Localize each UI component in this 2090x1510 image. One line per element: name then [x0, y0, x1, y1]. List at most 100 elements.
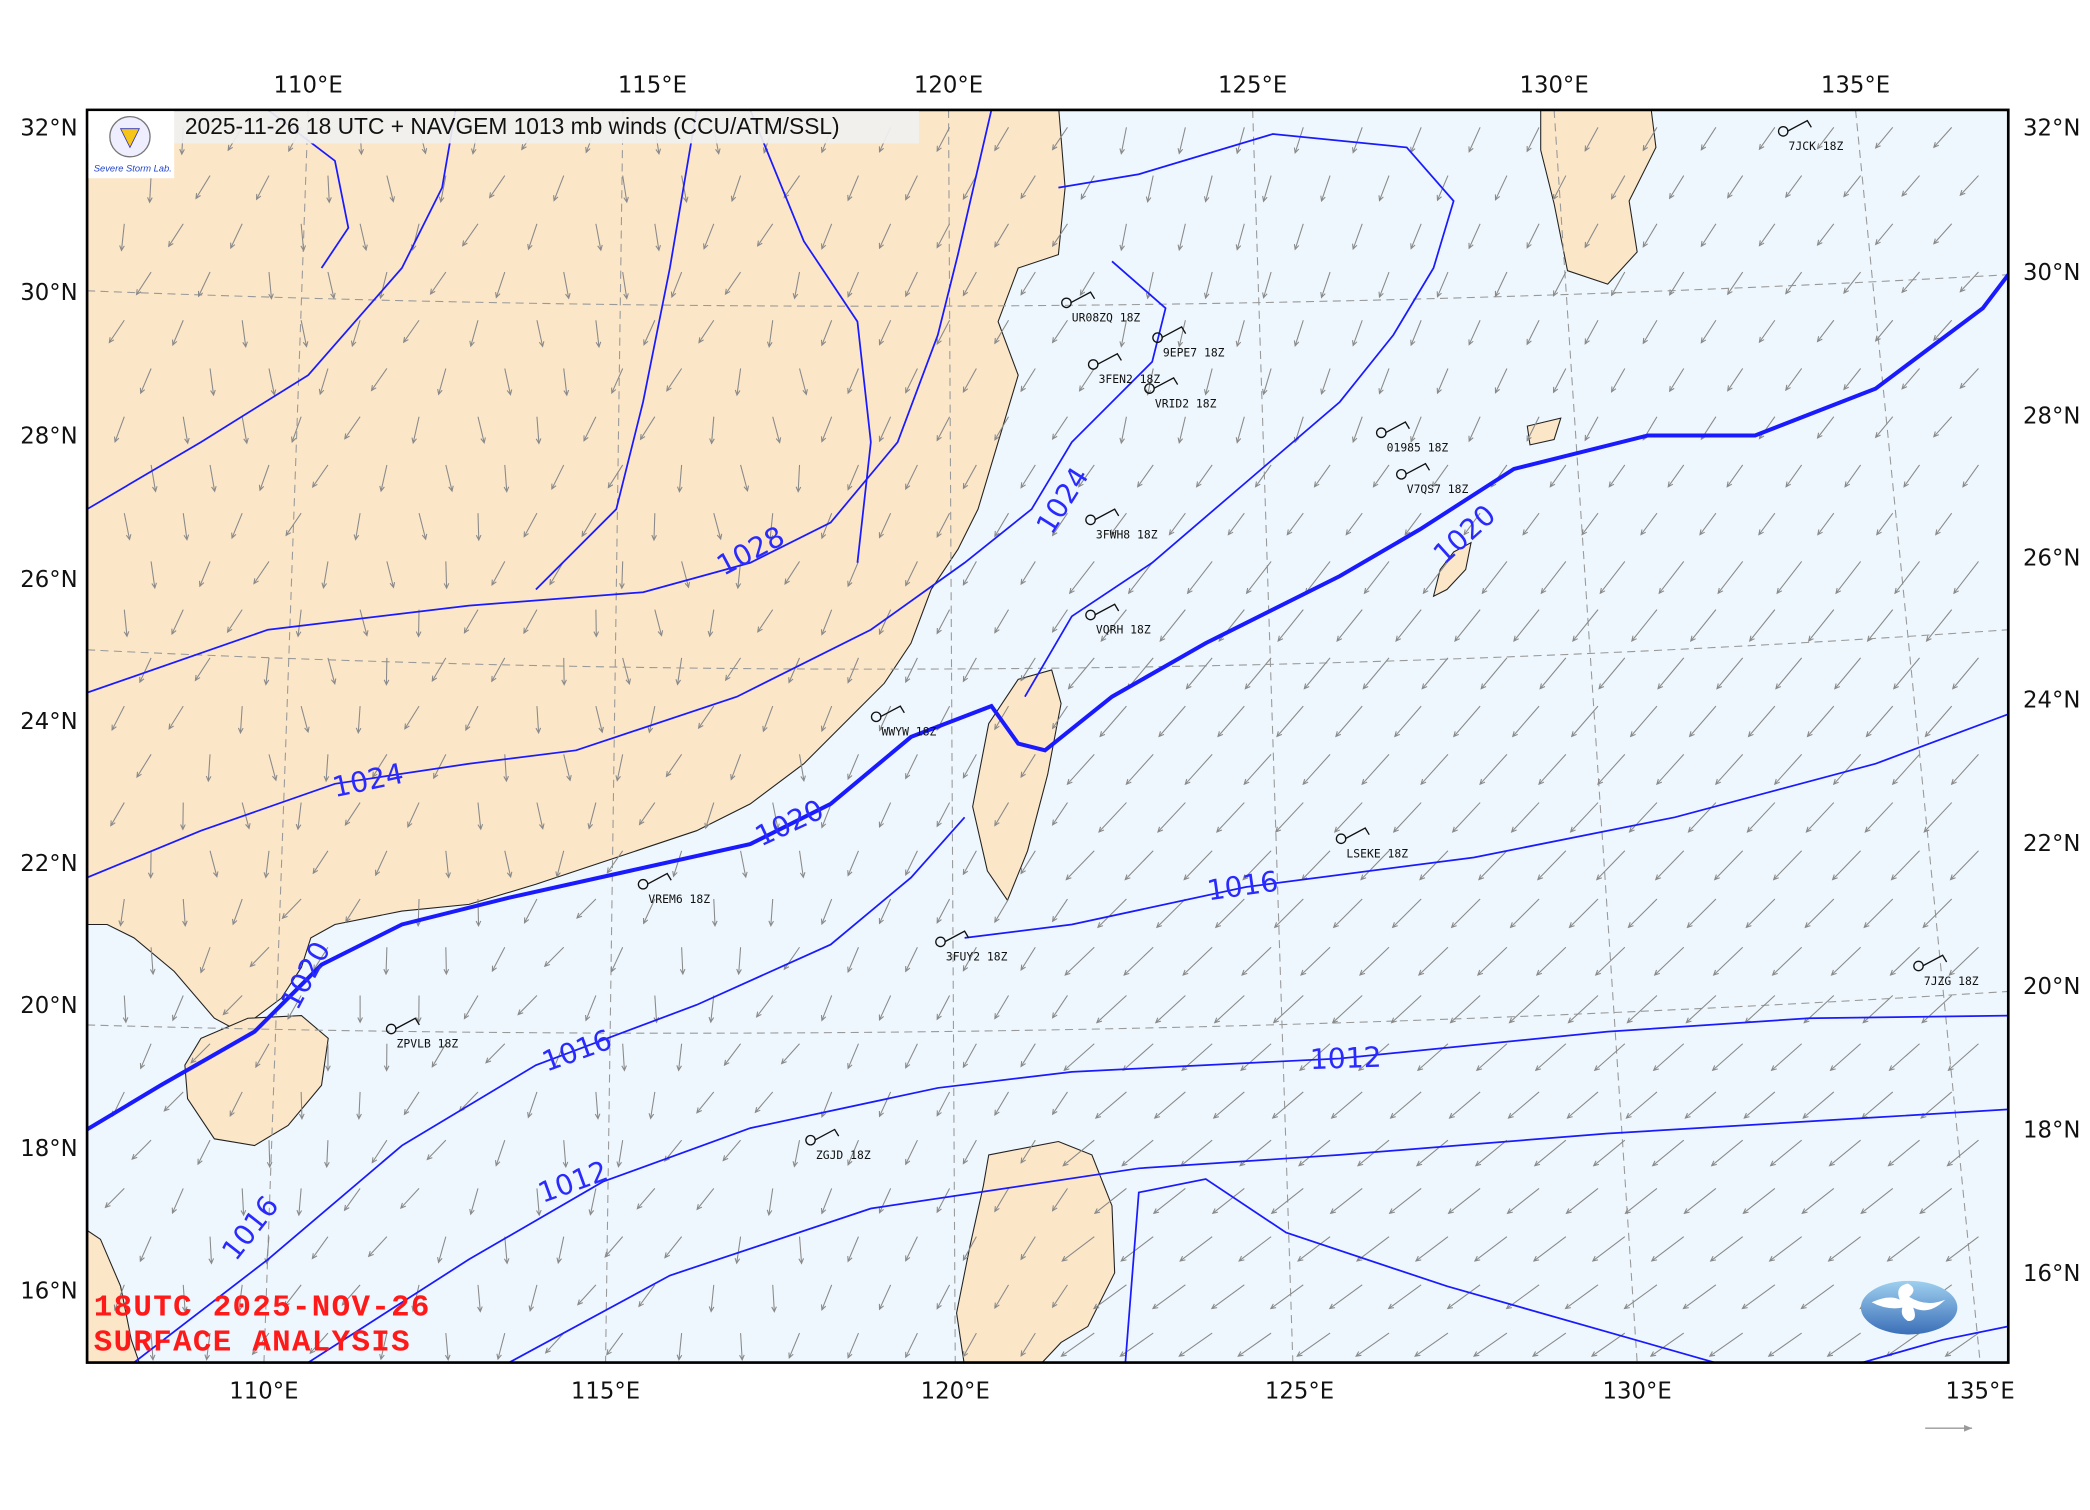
wind-arrow — [1923, 802, 1953, 833]
lat-label: 32°N — [2023, 115, 2080, 141]
wind-arrow — [1329, 1187, 1363, 1215]
wind-arrow — [561, 657, 567, 686]
wind-arrow — [1410, 416, 1422, 443]
wind-arrow — [399, 1188, 420, 1209]
wind-arrow — [755, 995, 774, 1018]
wind-arrow — [754, 1091, 774, 1114]
wind-arrow — [1513, 609, 1540, 642]
wind-arrow — [139, 657, 152, 684]
wind-arrow — [611, 368, 624, 395]
wind-arrow — [1657, 657, 1685, 690]
wind-arrow — [527, 223, 538, 251]
wind-arrow — [905, 175, 918, 201]
wind-arrow — [1658, 561, 1685, 595]
wind-arrow — [543, 946, 565, 968]
wind-arrow — [994, 995, 1009, 1020]
wind-arrow — [1773, 753, 1803, 786]
wind-arrow — [1610, 368, 1626, 393]
wind-arrow — [994, 223, 1009, 248]
wind-arrow — [1944, 1332, 1979, 1357]
wind-arrow — [588, 1188, 597, 1216]
wind-arrow — [536, 802, 545, 830]
wind-arrow — [443, 947, 450, 976]
lat-label: 30°N — [2023, 260, 2080, 286]
wind-arrow — [1080, 175, 1095, 201]
wind-arrow — [544, 1332, 565, 1354]
wind-arrow — [1804, 898, 1835, 929]
wind-arrow — [1450, 898, 1481, 929]
wind-arrow — [463, 995, 479, 1020]
wind-arrow — [1526, 416, 1540, 442]
wind-arrow — [1785, 175, 1803, 199]
wind-arrow — [241, 320, 248, 349]
wind-arrow — [523, 898, 538, 924]
wind-arrow — [1227, 512, 1245, 536]
wind-arrow — [1298, 1139, 1331, 1167]
wind-arrow — [255, 1043, 270, 1069]
wind-arrow — [251, 1332, 270, 1356]
wind-arrow — [198, 561, 211, 588]
wind-arrow — [300, 320, 309, 348]
wind-arrow — [703, 223, 715, 250]
wind-arrow — [1593, 1043, 1626, 1072]
wind-arrow — [1475, 1043, 1508, 1072]
wind-arrow — [1683, 1187, 1717, 1215]
wind-arrow — [1352, 320, 1363, 347]
wind-arrow — [723, 1043, 742, 1067]
wind-arrow — [878, 705, 892, 732]
wind-arrow — [379, 464, 388, 493]
wind-arrow — [204, 1333, 211, 1361]
wind-arrow — [1623, 1284, 1658, 1310]
wind-arrow — [1454, 609, 1481, 642]
wind-arrow — [1332, 898, 1363, 929]
wind-arrow — [788, 657, 801, 684]
wind-arrow — [402, 319, 420, 344]
station-plot: 3FUY2 18Z — [935, 930, 1008, 964]
wind-arrow — [1539, 657, 1567, 690]
lon-label: 110°E — [274, 72, 343, 98]
wind-arrow — [681, 561, 691, 589]
wind-arrow — [1389, 1091, 1422, 1119]
wind-arrow — [104, 1188, 125, 1209]
wind-arrow — [1121, 1139, 1154, 1167]
wind-arrow — [1686, 898, 1717, 929]
wind-arrow — [1404, 512, 1422, 536]
wind-arrow — [256, 175, 270, 201]
wind-arrow — [379, 1332, 388, 1361]
wind-arrow — [1066, 753, 1095, 786]
wind-arrow — [1746, 802, 1776, 833]
wind-arrow — [577, 1284, 597, 1306]
wind-arrow — [194, 657, 211, 682]
wind-arrow — [1682, 1284, 1717, 1310]
wind-arrow — [638, 1284, 656, 1308]
station-id: V7QS7 18Z — [1407, 482, 1469, 496]
wind-arrow — [1145, 175, 1154, 203]
wind-arrow — [1051, 705, 1068, 730]
wind-arrow — [670, 271, 683, 299]
wind-arrow — [1051, 898, 1068, 923]
wind-arrow — [232, 898, 243, 926]
wind-arrow — [1608, 464, 1626, 488]
wind-arrow — [1051, 416, 1068, 441]
wind-arrow — [300, 223, 306, 252]
wind-arrow — [1947, 1043, 1979, 1072]
wind-arrow — [1807, 609, 1835, 642]
wind-arrow — [411, 1284, 420, 1313]
wind-arrow — [1020, 754, 1036, 779]
station-id: VRID2 18Z — [1155, 396, 1217, 410]
wind-arrow — [1177, 127, 1186, 155]
wind-arrow — [1300, 946, 1331, 976]
lat-label: 22°N — [2023, 831, 2080, 857]
wind-arrow — [595, 320, 602, 349]
wind-arrow — [1832, 753, 1862, 786]
wind-arrow — [1237, 1332, 1272, 1357]
wind-arrow — [1700, 127, 1717, 151]
wind-arrow — [936, 609, 951, 635]
wind-arrow — [1625, 1091, 1658, 1119]
wind-arrow — [1410, 223, 1422, 250]
wind-arrow — [1901, 271, 1920, 294]
isobar-1024-ocean — [1024, 133, 1455, 698]
wind-arrow — [1656, 753, 1685, 786]
wind-arrow — [1959, 368, 1979, 390]
